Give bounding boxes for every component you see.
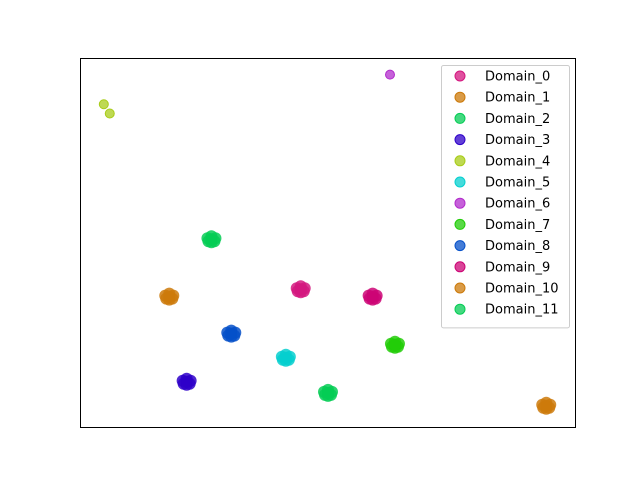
point-domain-11-0-6: [322, 386, 334, 399]
legend-marker-domain-7: [454, 218, 466, 230]
legend-label-domain-6: Domain_6: [485, 197, 550, 212]
legend-marker-domain-2: [454, 112, 466, 124]
point-domain-0-0-6: [294, 283, 307, 296]
legend-marker-domain-9: [454, 261, 466, 273]
legend-label-domain-4: Domain_4: [485, 154, 550, 169]
data-points: [98, 69, 557, 415]
point-domain-1-0-6: [163, 290, 176, 303]
legend-label-domain-0: Domain_0: [485, 70, 550, 85]
legend-label-domain-11: Domain_11: [485, 303, 559, 318]
legend-marker-domain-11: [454, 303, 466, 315]
legend-label-domain-8: Domain_8: [485, 239, 550, 254]
legend: Domain_0 Domain_1 Domain_2 Domain_3 Domain_4…: [441, 65, 570, 329]
legend-marker-domain-0: [454, 70, 466, 82]
legend-label-domain-7: Domain_7: [485, 218, 550, 233]
legend-marker-domain-10: [454, 282, 466, 294]
legend-marker-domain-6: [454, 197, 466, 209]
point-domain-2-0-6: [205, 233, 218, 246]
legend-marker-domain-8: [454, 240, 466, 252]
legend-label-domain-9: Domain_9: [485, 260, 550, 275]
legend-marker-domain-4: [454, 155, 466, 167]
point-domain-7-0-6: [388, 338, 401, 351]
legend-marker-domain-5: [454, 176, 466, 188]
point-domain-4-0: [98, 99, 109, 110]
legend-label-domain-10: Domain_10: [485, 282, 559, 297]
point-domain-10-0-6: [540, 399, 553, 412]
legend-marker-domain-3: [454, 134, 466, 146]
legend-label-domain-5: Domain_5: [485, 176, 550, 191]
legend-label-domain-2: Domain_2: [485, 112, 550, 127]
legend-label-domain-1: Domain_1: [485, 91, 550, 106]
point-domain-4-1: [104, 108, 115, 119]
point-domain-5-0-6: [279, 351, 292, 364]
legend-marker-domain-1: [454, 91, 466, 103]
point-domain-9-0-6: [366, 290, 379, 303]
point-domain-8-0-6: [225, 327, 238, 340]
legend-box: [441, 65, 570, 329]
point-domain-6-0: [385, 69, 395, 80]
legend-label-domain-3: Domain_3: [485, 133, 550, 148]
point-domain-3-0-6: [180, 375, 193, 388]
